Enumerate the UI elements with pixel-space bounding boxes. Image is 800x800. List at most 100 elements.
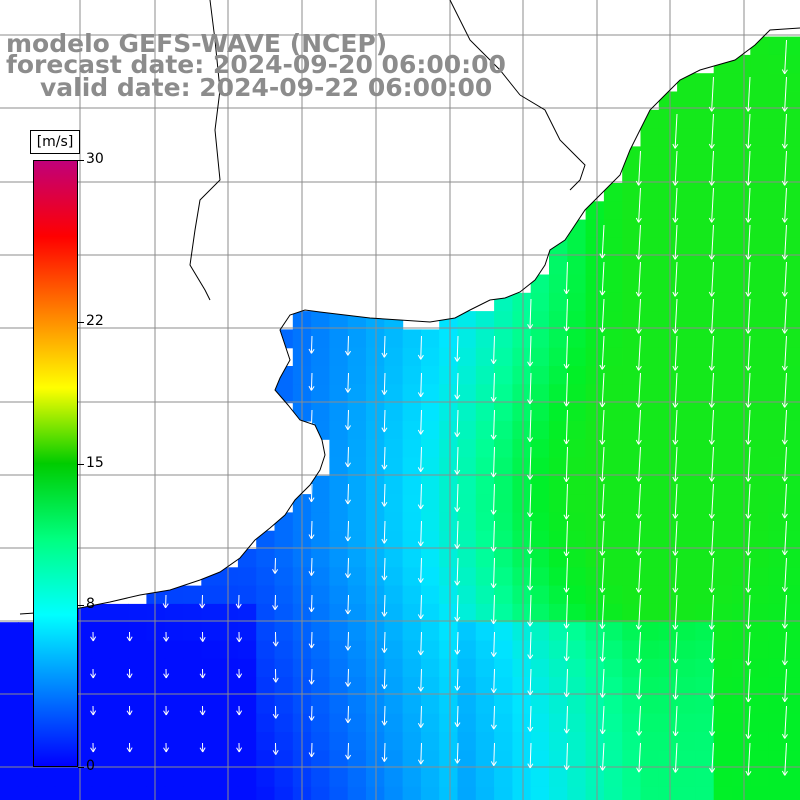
- wind-cell: [603, 786, 623, 800]
- wind-cell: [201, 677, 221, 696]
- wind-cell: [786, 54, 800, 74]
- wind-arrow: [599, 520, 606, 556]
- wind-arrow: [563, 520, 570, 557]
- wind-arrow: [636, 705, 643, 736]
- wind-cell: [512, 439, 532, 459]
- wind-cell: [164, 603, 184, 623]
- wind-cell: [750, 439, 770, 459]
- wind-cell: [274, 603, 294, 623]
- wind-cell: [658, 256, 678, 276]
- wind-cell: [384, 402, 404, 422]
- wind-cell: [567, 512, 587, 532]
- wind-cell: [585, 713, 605, 733]
- wind-cell: [695, 622, 715, 642]
- wind-cell: [786, 311, 800, 330]
- wind-cell: [786, 274, 800, 294]
- wind-cell: [658, 530, 678, 550]
- wind-cell: [219, 786, 239, 800]
- wind-cell: [219, 750, 239, 770]
- wind-cell: [585, 622, 605, 642]
- wind-cell: [786, 512, 800, 532]
- wind-arrow: [272, 705, 279, 719]
- wind-arrow: [781, 483, 788, 519]
- wind-cell: [54, 768, 74, 788]
- wind-cell: [622, 768, 642, 788]
- wind-cell: [549, 274, 568, 294]
- wind-cell: [622, 457, 642, 477]
- wind-cell: [311, 603, 330, 623]
- wind-cell: [549, 292, 568, 312]
- wind-cell: [384, 567, 404, 587]
- wind-cell: [622, 164, 642, 184]
- wind-cell: [695, 91, 715, 111]
- wind-cell: [109, 713, 129, 733]
- wind-arrow: [308, 631, 315, 649]
- wind-cell: [658, 475, 678, 495]
- wind-cell: [146, 732, 166, 751]
- wind-cell: [128, 622, 147, 642]
- wind-cell: [585, 585, 605, 605]
- wind-cell: [658, 366, 678, 385]
- wind-arrow: [781, 742, 788, 776]
- wind-cell: [732, 183, 751, 202]
- wind-cell: [677, 768, 696, 788]
- wind-arrow: [272, 668, 279, 683]
- wind-cell: [109, 658, 129, 678]
- wind-arrow: [672, 187, 679, 223]
- wind-cell: [329, 384, 349, 404]
- wind-cell: [640, 677, 660, 696]
- wind-arrow: [90, 668, 97, 679]
- wind-cell: [347, 622, 367, 642]
- wind-arrow: [563, 298, 570, 332]
- wind-cell: [347, 585, 367, 605]
- wind-cell: [256, 567, 276, 587]
- wind-cell: [420, 585, 440, 605]
- wind-cell: [494, 622, 513, 642]
- wind-cell: [732, 695, 751, 715]
- wind-cell: [549, 512, 568, 532]
- wind-cell: [768, 475, 788, 495]
- wind-cell: [237, 622, 257, 642]
- wind-cell: [329, 658, 349, 678]
- wind-cell: [603, 732, 623, 751]
- wind-arrow: [745, 742, 752, 776]
- wind-cell: [530, 439, 550, 459]
- wind-cell: [640, 311, 660, 330]
- wind-cell: [658, 311, 678, 330]
- wind-cell: [109, 603, 129, 623]
- wind-cell: [658, 603, 678, 623]
- wind-cell: [420, 695, 440, 715]
- wind-cell: [18, 768, 38, 788]
- wind-cell: [567, 567, 587, 587]
- wind-cell: [475, 585, 495, 605]
- wind-cell: [695, 768, 715, 788]
- wind-cell: [347, 329, 367, 349]
- wind-cell: [512, 457, 532, 477]
- wind-cell: [274, 530, 294, 550]
- wind-cell: [420, 567, 440, 587]
- wind-cell: [512, 402, 532, 422]
- wind-cell: [329, 530, 349, 550]
- wind-arrow: [344, 409, 351, 431]
- wind-cell: [603, 603, 623, 623]
- wind-arrow: [745, 187, 752, 223]
- wind-cell: [768, 292, 788, 312]
- wind-arrow: [308, 668, 315, 685]
- wind-cell: [494, 640, 513, 660]
- wind-cell: [494, 329, 513, 349]
- wind-cell: [750, 292, 770, 312]
- wind-cell: [384, 786, 404, 800]
- wind-cell: [347, 567, 367, 587]
- wind-arrow: [672, 298, 679, 334]
- wind-cell: [750, 109, 770, 129]
- wind-arrow: [236, 631, 243, 643]
- wind-arrow: [781, 594, 788, 629]
- wind-cell: [201, 603, 221, 623]
- wind-arrow: [745, 409, 752, 445]
- wind-cell: [420, 750, 440, 770]
- wind-cell: [750, 54, 770, 74]
- wind-cell: [384, 457, 404, 477]
- wind-cell: [732, 237, 751, 257]
- wind-cell: [475, 713, 495, 733]
- wind-arrow: [345, 668, 352, 687]
